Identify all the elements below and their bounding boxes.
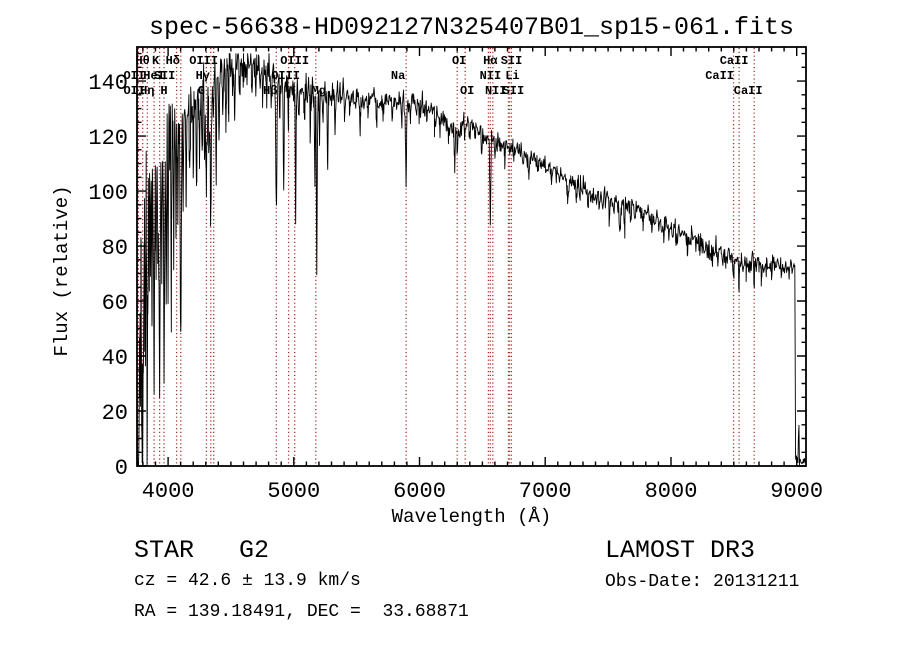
line-label: OIII xyxy=(280,54,309,68)
line-label: SII xyxy=(503,84,525,98)
x-tick-label: 4000 xyxy=(142,479,195,504)
line-label: Hβ xyxy=(263,84,277,98)
line-label: Hδ xyxy=(166,54,180,68)
line-label: OI xyxy=(460,84,474,98)
x-tick-label: 5000 xyxy=(267,479,320,504)
x-tick-label: 8000 xyxy=(645,479,698,504)
line-label: CaII xyxy=(734,84,763,98)
line-label: OIII xyxy=(271,69,300,83)
line-label: HeI xyxy=(143,69,165,83)
line-label: Na xyxy=(391,69,405,83)
survey-release-label: LAMOST DR3 xyxy=(605,536,756,565)
y-tick-label: 120 xyxy=(88,126,128,151)
line-label: Li xyxy=(505,69,519,83)
line-label: H xyxy=(160,84,167,98)
line-label: K xyxy=(152,54,160,68)
line-label: NII xyxy=(480,69,502,83)
line-label: NII xyxy=(485,84,507,98)
line-label: G xyxy=(198,84,205,98)
cz-value-label: cz = 42.6 ± 13.9 km/s xyxy=(134,571,361,591)
y-tick-label: 100 xyxy=(88,181,128,206)
x-tick-label: 7000 xyxy=(519,479,572,504)
obs-date-label: Obs-Date: 20131211 xyxy=(605,572,800,592)
plot-frame xyxy=(136,46,807,467)
line-label: SII xyxy=(154,69,176,83)
tick-labels: 4000 5000 6000 7000 8000 9000 0 20 40 60 80 100 120 1… xyxy=(88,71,823,504)
spectrum-trace xyxy=(136,53,807,466)
line-label: Hα xyxy=(483,54,498,68)
line-label: Hγ xyxy=(196,69,210,83)
line-label: OIII xyxy=(189,54,218,68)
line-label: CaII xyxy=(720,54,749,68)
y-tick-label: 60 xyxy=(102,291,128,316)
y-tick-label: 140 xyxy=(88,71,128,96)
line-label: SII xyxy=(501,54,523,68)
line-label: OII xyxy=(123,69,145,83)
line-label: OII xyxy=(123,84,145,98)
line-label: Hη xyxy=(140,84,154,98)
x-axis-label: Wavelength (Å) xyxy=(391,506,552,528)
ra-dec-label: RA = 139.18491, DEC = 33.68871 xyxy=(134,602,469,622)
y-axis-label: Flux (relative) xyxy=(51,185,73,357)
y-tick-label: 40 xyxy=(102,346,128,371)
line-label: Mg xyxy=(312,84,326,98)
spectral-line-markers xyxy=(137,48,755,465)
x-tick-label: 6000 xyxy=(393,479,446,504)
class-and-subclass-label: STAR G2 xyxy=(134,536,270,565)
x-tick-label: 9000 xyxy=(770,479,823,504)
y-tick-label: 20 xyxy=(102,401,128,426)
line-label: OI xyxy=(452,54,466,68)
y-tick-label: 80 xyxy=(102,236,128,261)
plot-title: spec-56638-HD092127N325407B01_sp15-061.f… xyxy=(148,13,795,42)
line-label: CaII xyxy=(705,69,734,83)
y-tick-label: 0 xyxy=(115,456,128,481)
line-label: Hθ xyxy=(135,54,149,68)
